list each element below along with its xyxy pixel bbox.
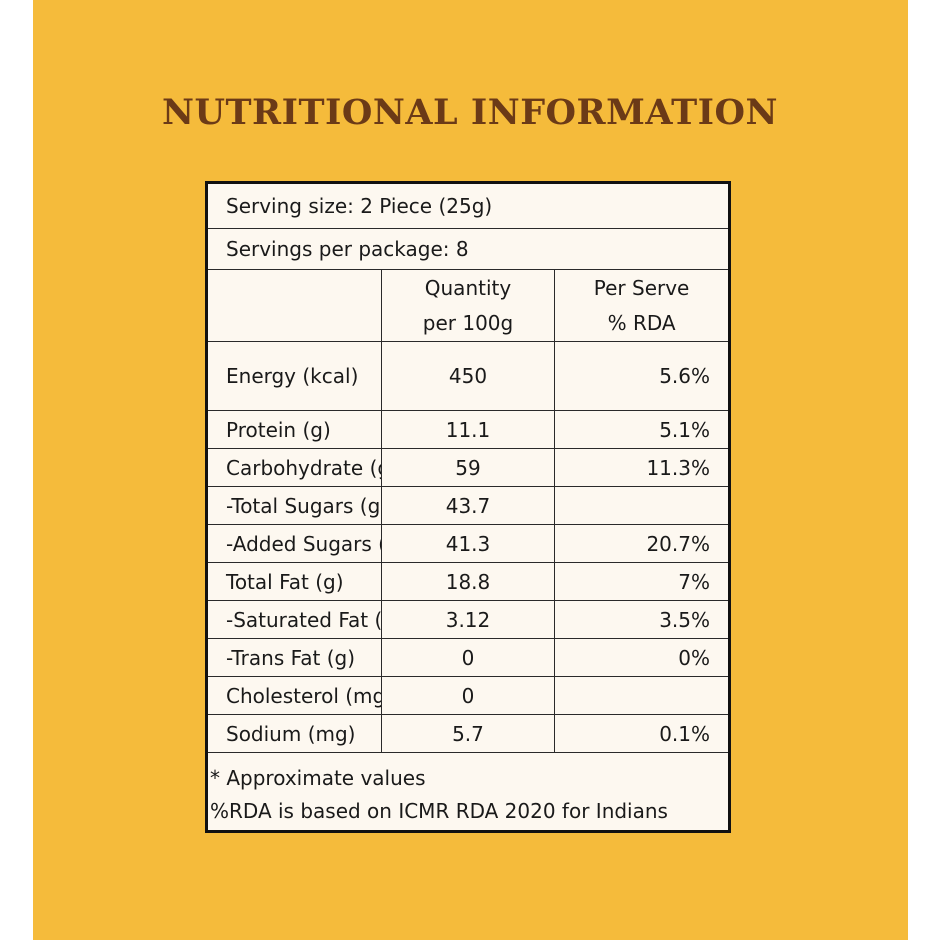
table-row: Cholesterol (mg) 0 [208, 676, 728, 715]
table-row: Sodium (mg) 5.7 0.1% [208, 714, 728, 753]
nutrient-rda: 20.7% [554, 524, 728, 563]
nutrient-quantity: 5.7 [380, 714, 556, 753]
page-title: NUTRITIONAL INFORMATION [161, 92, 779, 133]
servings-per-package: Servings per package: 8 [208, 228, 728, 270]
nutrient-name: -Total Sugars (g) [208, 486, 382, 525]
nutrition-table: Serving size: 2 Piece (25g) Servings per… [208, 184, 728, 753]
table-row: -Saturated Fat (g) 3.12 3.5% [208, 600, 728, 639]
header-rda-line1: Per Serve [593, 276, 690, 300]
nutrient-name: Cholesterol (mg) [208, 676, 382, 715]
nutrient-name: Total Fat (g) [208, 562, 382, 601]
nutrient-name: -Saturated Fat (g) [208, 600, 382, 639]
nutrient-name: -Trans Fat (g) [208, 638, 382, 677]
header-quantity-line2: per 100g [422, 311, 514, 335]
nutrient-rda: 7% [554, 562, 728, 601]
nutrient-quantity: 18.8 [380, 562, 556, 601]
nutrient-rda: 5.6% [554, 341, 728, 411]
header-rda-line2: % RDA [607, 311, 676, 335]
table-row: Energy (kcal) 450 5.6% [208, 341, 728, 411]
nutrient-name: Energy (kcal) [208, 341, 382, 411]
header-blank [208, 269, 382, 342]
nutrient-rda [554, 486, 728, 525]
nutrient-quantity: 0 [380, 676, 556, 715]
header-row: Quantity per 100g Per Serve % RDA [208, 269, 728, 342]
nutrition-card: Serving size: 2 Piece (25g) Servings per… [205, 181, 731, 833]
footnote-rda-basis: %RDA is based on ICMR RDA 2020 for India… [210, 799, 668, 823]
nutrient-quantity: 11.1 [380, 410, 556, 449]
nutrient-rda: 5.1% [554, 410, 728, 449]
nutrient-rda [554, 676, 728, 715]
serving-size-row: Serving size: 2 Piece (25g) [208, 184, 728, 229]
header-quantity: Quantity per 100g [380, 269, 556, 342]
nutrient-quantity: 450 [380, 341, 556, 411]
table-row: -Added Sugars (g) 41.3 20.7% [208, 524, 728, 563]
serving-size: Serving size: 2 Piece (25g) [208, 184, 728, 229]
nutrient-name: Sodium (mg) [208, 714, 382, 753]
nutrient-name: Carbohydrate (g) [208, 448, 382, 487]
nutrient-quantity: 59 [380, 448, 556, 487]
table-row: Carbohydrate (g) 59 11.3% [208, 448, 728, 487]
nutrient-rda: 11.3% [554, 448, 728, 487]
table-row: -Trans Fat (g) 0 0% [208, 638, 728, 677]
nutrient-quantity: 0 [380, 638, 556, 677]
nutrient-name: Protein (g) [208, 410, 382, 449]
nutrient-quantity: 43.7 [380, 486, 556, 525]
nutrient-rda: 3.5% [554, 600, 728, 639]
footnote-approximate: * Approximate values [210, 766, 426, 790]
nutrient-rda: 0% [554, 638, 728, 677]
table-row: -Total Sugars (g) 43.7 [208, 486, 728, 525]
nutrient-quantity: 3.12 [380, 600, 556, 639]
nutrient-rda: 0.1% [554, 714, 728, 753]
nutrient-name: -Added Sugars (g) [208, 524, 382, 563]
header-quantity-line1: Quantity [424, 276, 512, 300]
footnotes: * Approximate values %RDA is based on IC… [210, 762, 668, 828]
table-row: Protein (g) 11.1 5.1% [208, 410, 728, 449]
servings-per-package-row: Servings per package: 8 [208, 228, 728, 270]
table-row: Total Fat (g) 18.8 7% [208, 562, 728, 601]
header-rda: Per Serve % RDA [554, 269, 728, 342]
nutrient-quantity: 41.3 [380, 524, 556, 563]
